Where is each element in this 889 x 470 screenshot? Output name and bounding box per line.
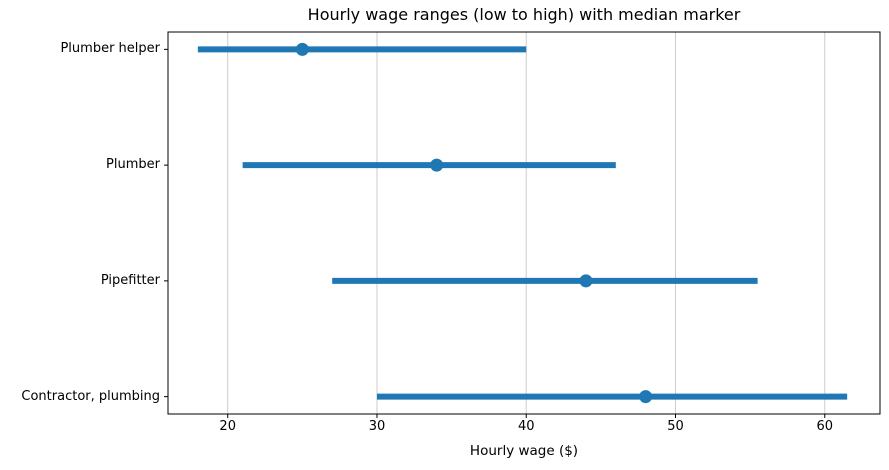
x-tick-label: 20 (219, 419, 236, 434)
x-tick-label: 30 (368, 419, 386, 434)
plot-border (167, 31, 881, 415)
x-tick-label: 50 (667, 419, 684, 434)
y-category-label: Contractor, plumbing (21, 388, 160, 404)
x-tick-label: 60 (816, 419, 834, 434)
x-tick-label: 40 (517, 419, 535, 434)
y-category-label: Plumber helper (60, 41, 160, 57)
median-marker (579, 274, 593, 288)
y-category-label: Pipefitter (100, 272, 160, 288)
median-marker (430, 158, 444, 172)
chart-title: Hourly wage ranges (low to high) with me… (307, 5, 741, 24)
median-marker (639, 390, 653, 404)
x-axis-label: Hourly wage ($) (469, 443, 579, 459)
median-marker (295, 42, 309, 56)
y-category-label: Plumber (106, 157, 160, 173)
